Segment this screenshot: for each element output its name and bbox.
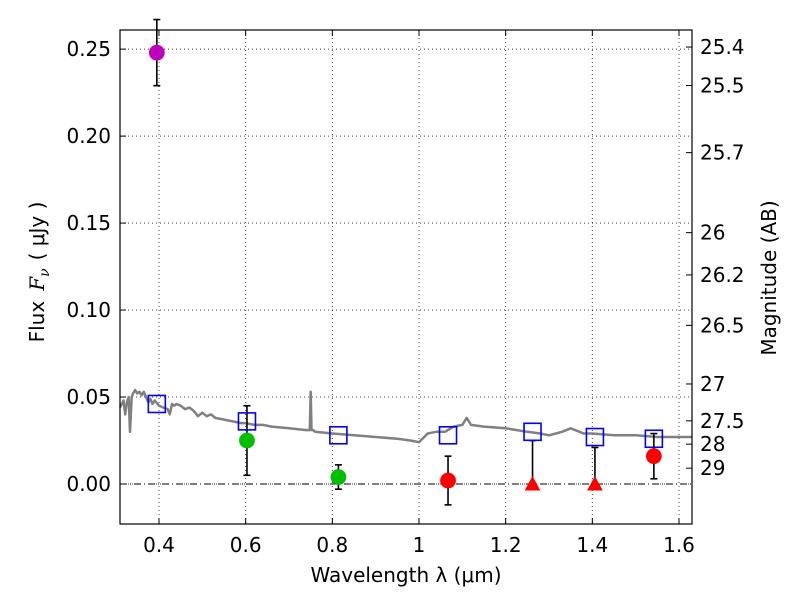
plot-border [119, 29, 693, 525]
y2-tick-label: 29 [700, 456, 725, 480]
y2-tick-label: 26.2 [700, 263, 745, 287]
y-axis-label-subscript: ν [37, 268, 53, 277]
y2-tick-label: 27 [700, 372, 725, 396]
data-markers [147, 44, 664, 491]
y-tick-label: 0.05 [66, 385, 111, 409]
y-tick-label: 0.00 [66, 472, 111, 496]
model-flux-square [147, 394, 167, 414]
model-spectrum [118, 388, 692, 444]
y2-axis-label: Magnitude (AB) [757, 200, 781, 355]
x-tick-label: 0.8 [316, 533, 348, 557]
y-tick-label: 0.15 [66, 211, 111, 235]
x-axis-label: Wavelength λ (μm) [310, 563, 501, 587]
model-flux-square [438, 425, 458, 445]
model-flux-square [585, 427, 605, 447]
y2-tick-label: 25.5 [700, 73, 745, 97]
y2-tick-label: 27.5 [700, 409, 745, 433]
model-flux-square [237, 412, 257, 431]
upper-limit-triangle [524, 475, 541, 491]
observed-flux-point [148, 44, 165, 61]
upper-limit-triangle [587, 475, 603, 491]
model-flux-square [644, 429, 664, 449]
grid [120, 30, 692, 524]
x-tick-label: 0.6 [230, 533, 262, 557]
x-tick-label: 1.4 [576, 533, 608, 557]
y-tick-label: 0.20 [66, 124, 111, 148]
y-tick-label: 0.10 [66, 298, 111, 322]
y-axis-label: Flux Fν ( μJy ) [25, 202, 53, 343]
y2-tick-label: 26 [700, 221, 725, 245]
x-axis-ticks: 0.4 0.6 0.8 1 1.2 1.4 1.6 [143, 30, 695, 557]
model-spectrum-line [118, 388, 692, 444]
y2-tick-label: 28 [700, 432, 725, 456]
y-tick-label: 0.25 [66, 37, 111, 61]
y-axis-label-symbol: F [25, 276, 49, 292]
y2-tick-label: 26.5 [700, 313, 745, 337]
plot-frame [119, 29, 693, 525]
y-axis-ticks: 0.00 0.05 0.10 0.15 0.20 0.25 [66, 37, 126, 496]
y2-tick-label: 25.7 [700, 141, 745, 165]
observed-flux-point [440, 472, 456, 489]
x-tick-label: 0.4 [143, 533, 175, 557]
x-tick-label: 1 [413, 533, 426, 557]
model-flux-square [523, 422, 542, 442]
x-tick-label: 1.2 [490, 533, 522, 557]
observed-flux-point [239, 432, 255, 449]
observed-flux-point [645, 448, 662, 465]
y-axis-label-text: Flux [25, 301, 49, 343]
observed-flux-point [330, 469, 347, 485]
y2-tick-label: 25.4 [700, 35, 745, 59]
y-axis-label-unit: ( μJy ) [25, 202, 49, 261]
x-tick-label: 1.6 [663, 533, 695, 557]
model-flux-square [329, 425, 348, 445]
